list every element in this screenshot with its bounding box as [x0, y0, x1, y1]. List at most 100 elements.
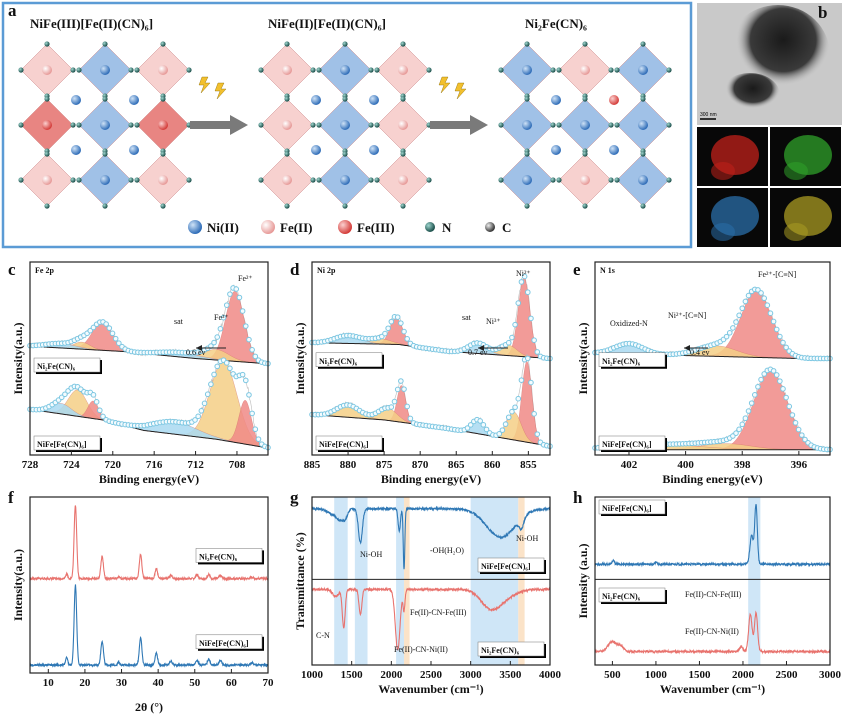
n-atom	[640, 151, 646, 157]
metal-atom	[282, 120, 292, 130]
spectrum-line	[311, 586, 551, 651]
data-point	[404, 336, 411, 342]
n-atom	[400, 203, 406, 209]
sample-label: Ni₂Fe(CN)₆	[315, 352, 384, 369]
label-box	[598, 435, 666, 451]
data-point	[464, 425, 471, 431]
x-tick-label: 4000	[539, 669, 562, 681]
n-atom	[310, 122, 316, 128]
data-point	[217, 325, 224, 332]
x-tick-label: 40	[153, 677, 165, 689]
n-atom	[316, 122, 322, 128]
n-atom	[102, 96, 108, 102]
annotation-d-0: Ni²⁺	[516, 269, 531, 278]
chart-d: Ni₂Fe(CN)₆ NiFe[Fe(CN)₆] 885 880 875 870 865 86…	[293, 261, 553, 486]
data-point	[100, 413, 106, 420]
metal-atom	[522, 65, 532, 75]
metal-atom	[580, 175, 590, 185]
data-point	[103, 321, 109, 327]
data-point	[792, 420, 799, 426]
interstitial-ion	[609, 95, 619, 105]
n-atom	[284, 151, 290, 157]
n-atom	[524, 41, 530, 47]
spectra-charts: Ni₂Fe(CN)₆ NiFe[Fe(CN)₆] 728 724 720 716 712 70…	[11, 261, 842, 714]
data-point	[512, 321, 518, 328]
n-atom	[426, 67, 432, 73]
n-atom	[44, 96, 50, 102]
series-0: Ni₂Fe(CN)₆	[29, 505, 269, 582]
n-atom	[400, 151, 406, 157]
sample-label: NiFe[Fe(CN)₆]	[598, 435, 667, 452]
n-atom	[614, 67, 620, 73]
sample-name: Ni₂Fe(CN)₆	[319, 357, 358, 366]
panel-letter-h: h	[573, 488, 583, 507]
n-atom	[284, 203, 290, 209]
label-box	[195, 548, 263, 563]
data-point	[239, 308, 246, 314]
data-point	[515, 395, 522, 402]
metal-atom	[638, 175, 648, 185]
fit-component-red	[311, 277, 551, 359]
label-box	[598, 352, 666, 368]
data-point	[201, 400, 208, 407]
lattice-structures	[18, 41, 672, 209]
x-axis-label: Binding energy(eV)	[99, 472, 199, 486]
lightning-icon	[438, 76, 451, 94]
data-point	[385, 325, 391, 332]
data-point	[780, 386, 786, 392]
label-box	[195, 634, 263, 650]
x-tick-label: 708	[229, 459, 246, 471]
data-point	[518, 279, 525, 285]
series-0: NiFe[Fe(CN)₆]	[594, 499, 831, 568]
legend-swatch-0	[188, 220, 202, 234]
spectrum-line	[29, 505, 269, 582]
n-atom	[310, 67, 316, 73]
n-atom	[70, 122, 76, 128]
n-atom	[134, 67, 140, 73]
x-tick-label: 728	[22, 459, 39, 471]
metal-atom	[638, 120, 648, 130]
sample-name: Ni₂Fe(CN)₆	[37, 362, 76, 371]
chart-h: NiFe[Fe(CN)₆] Ni₂Fe(CN)₆ 500 1000 1500 2000 25…	[576, 496, 842, 696]
n-atom	[316, 67, 322, 73]
annotation-d-2: sat	[462, 313, 472, 322]
data-point	[534, 349, 541, 355]
data-point	[404, 403, 411, 410]
x-tick-label: 875	[376, 459, 393, 471]
metal-atom	[580, 65, 590, 75]
legend-label: Ni(II)	[207, 220, 239, 235]
n-atom	[582, 41, 588, 47]
interstitial-ion	[551, 95, 561, 105]
data-point	[116, 340, 122, 347]
reaction-arrow	[190, 115, 248, 135]
chart-title: Fe 2p	[35, 266, 54, 275]
n-atom	[374, 122, 380, 128]
chart-g: NiFe[Fe(CN)₆] Ni₂Fe(CN)₆ 1000 1500 2000 2500 3…	[293, 496, 562, 696]
structure-title-1: NiFe(III)[Fe(II)(CN)₆]	[30, 16, 153, 31]
plot-frame	[311, 261, 551, 456]
data-point	[783, 394, 789, 401]
annotation-g-3: C-N	[316, 631, 330, 640]
interstitial-ion	[369, 145, 379, 155]
x-tick-label: 880	[340, 459, 357, 471]
n-atom	[18, 177, 24, 183]
metal-atom	[398, 175, 408, 185]
data-point	[795, 426, 802, 433]
interstitial-ion	[551, 145, 561, 155]
data-point	[398, 320, 404, 326]
data-point	[752, 392, 758, 398]
label-box	[315, 435, 383, 451]
series-0: Ni₂Fe(CN)₆	[309, 273, 553, 369]
plot-frame	[594, 496, 831, 666]
n-atom	[374, 67, 380, 73]
data-point	[249, 347, 255, 353]
n-atom	[44, 41, 50, 47]
x-tick-label: 70	[263, 677, 275, 689]
data-point	[755, 383, 761, 390]
n-atom	[258, 177, 264, 183]
n-atom	[582, 96, 588, 102]
data-point	[777, 378, 783, 384]
metal-atom	[522, 175, 532, 185]
n-atom	[556, 67, 562, 73]
